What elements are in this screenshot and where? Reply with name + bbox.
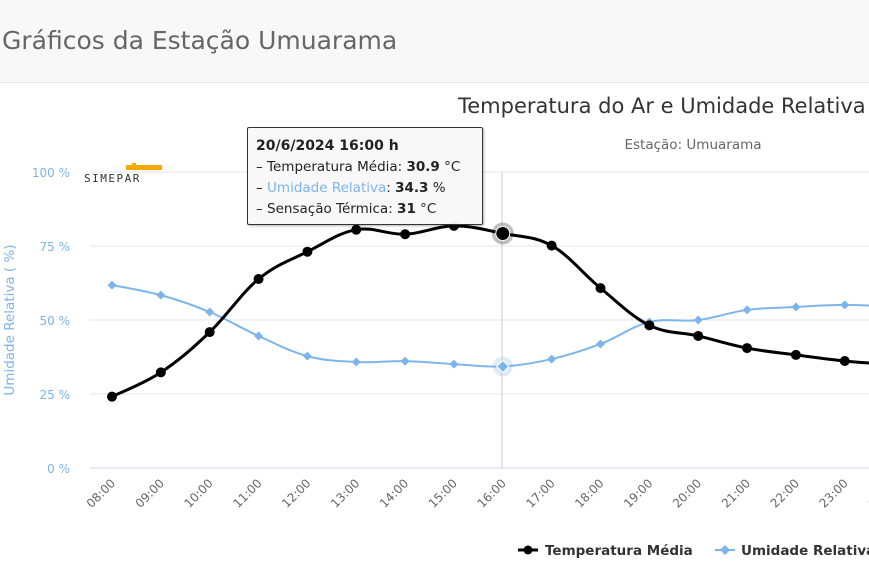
svg-text:Umidade Relativa: Umidade Relativa [741,543,869,559]
humidity-point[interactable] [351,357,361,367]
temperature-point[interactable] [546,240,557,251]
x-tick-label: 22:00 [768,476,802,510]
svg-text:Temperatura Média: Temperatura Média [545,543,693,559]
humidity-point[interactable] [693,315,703,325]
x-tick-label: 19:00 [621,476,655,510]
y-tick-label: 25 % [40,388,71,402]
humidity-point[interactable] [302,351,312,361]
x-tick-label: 14:00 [377,476,411,510]
humidity-point[interactable] [254,331,264,341]
x-tick-label: 09:00 [133,476,167,510]
tooltip: 20/6/2024 16:00 h – Temperatura Média: 3… [247,127,483,225]
page-header: Gráficos da Estação Umuarama [0,0,869,83]
humidity-point[interactable] [791,302,801,312]
temperature-point[interactable] [839,355,850,366]
legend-item-humidity[interactable]: Umidade Relativa [715,543,869,559]
tooltip-row-feels-like: – Sensação Térmica: 31 °C [256,201,437,217]
temperature-line [111,224,869,399]
temperature-point[interactable] [742,343,753,354]
humidity-line [111,284,869,368]
tooltip-row-humidity: – Umidade Relativa: 34.3 % [256,180,446,196]
tooltip-title: 20/6/2024 16:00 h [256,138,399,154]
temperature-point[interactable] [595,283,606,294]
humidity-point[interactable] [547,354,557,364]
y-tick-label: 75 % [40,240,71,254]
y-tick-label: 50 % [40,314,71,328]
humidity-point[interactable] [840,300,850,310]
x-tick-label: 12:00 [279,476,313,510]
chart-subtitle: Estação: Umuarama [624,137,761,153]
humidity-point[interactable] [107,280,117,290]
x-tick-label: 08:00 [84,476,118,510]
temperature-point[interactable] [351,224,362,235]
x-tick-label: 15:00 [426,476,460,510]
humidity-point[interactable] [156,290,166,300]
legend-item-temperature[interactable]: Temperatura Média [518,543,693,559]
temperature-point[interactable] [253,274,264,285]
temperature-point[interactable] [302,246,313,257]
temperature-point[interactable] [644,320,655,331]
humidity-point[interactable] [742,305,752,315]
x-tick-label: 23:00 [817,476,851,510]
humidity-point[interactable] [205,307,215,317]
legend: Temperatura Média Umidade Relativa [518,543,869,559]
x-tick-label: 21:00 [719,476,753,510]
temperature-point[interactable] [693,330,704,341]
temperature-point[interactable] [495,225,511,241]
y-tick-label: 0 % [47,462,70,476]
x-tick-label: 20:00 [670,476,704,510]
humidity-point[interactable] [400,356,410,366]
chart-title: Temperatura do Ar e Umidade Relativa [457,94,866,118]
simepar-logo: SIMEPAR [84,163,162,185]
humidity-point[interactable] [496,359,510,374]
x-tick-label: 16:00 [475,476,509,510]
x-tick-label: 17:00 [523,476,557,510]
temperature-point[interactable] [107,391,117,402]
humidity-point[interactable] [596,339,605,349]
x-tick-label: 10:00 [181,476,215,510]
x-tick-label: 00:00 [865,476,869,510]
page-title: Gráficos da Estação Umuarama [2,26,398,55]
temperature-point[interactable] [155,367,166,378]
y-tick-label: 100 % [32,166,70,180]
x-tick-label: 18:00 [572,476,606,510]
humidity-point[interactable] [449,359,459,369]
tooltip-row-temperature: – Temperatura Média: 30.9 °C [256,159,461,175]
svg-text:SIMEPAR: SIMEPAR [84,172,141,185]
x-tick-label: 11:00 [230,476,264,510]
temperature-point[interactable] [400,229,411,240]
temperature-point[interactable] [204,327,215,338]
x-tick-label: 13:00 [328,476,362,510]
temperature-point[interactable] [790,349,801,360]
y-axis-title: Umidade Relativa ( %) [2,244,18,395]
